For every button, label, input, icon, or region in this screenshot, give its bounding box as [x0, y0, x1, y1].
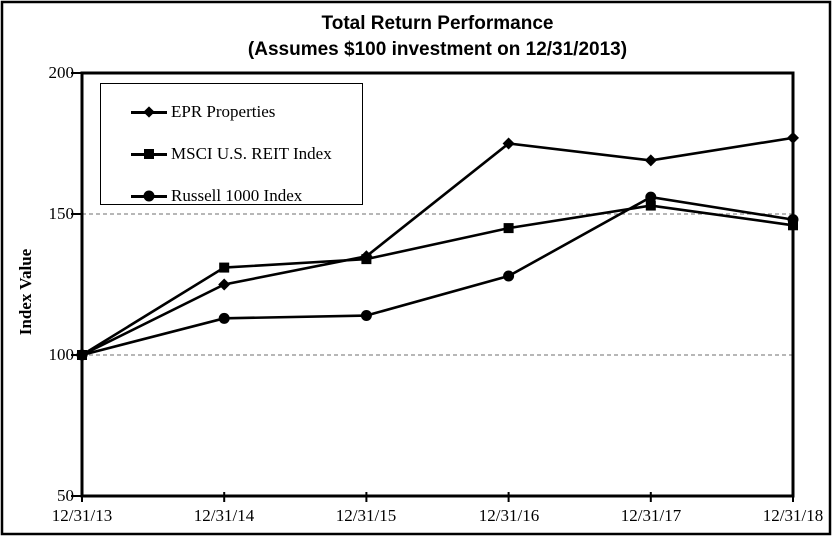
legend-label: EPR Properties — [171, 102, 276, 121]
y-tick-label-200: 200 — [48, 63, 75, 82]
y-tick-label-100: 100 — [48, 345, 75, 364]
square-marker-icon — [131, 148, 167, 161]
chart-subtitle: (Assumes $100 investment on 12/31/2013) — [247, 39, 628, 60]
circle-marker-icon — [131, 190, 167, 203]
y-tick-label-50: 50 — [57, 486, 74, 505]
legend: EPR Properties MSCI U.S. REIT Index Russ… — [100, 83, 363, 205]
legend-label: MSCI U.S. REIT Index — [171, 144, 332, 163]
y-tick-label-150: 150 — [48, 204, 75, 223]
x-tick-label-2013: 12/31/13 — [51, 506, 113, 525]
x-tick-label-2016: 12/31/16 — [478, 506, 540, 525]
x-tick-label-2014: 12/31/14 — [193, 506, 255, 525]
legend-item-epr: EPR Properties — [101, 91, 362, 133]
chart-title: Total Return Performance — [321, 13, 554, 34]
x-tick-label-2018: 12/31/18 — [762, 506, 824, 525]
diamond-marker-icon — [131, 106, 167, 119]
legend-item-russell: Russell 1000 Index — [101, 175, 362, 217]
legend-item-msci: MSCI U.S. REIT Index — [101, 133, 362, 175]
legend-label: Russell 1000 Index — [171, 186, 303, 205]
x-tick-label-2015: 12/31/15 — [335, 506, 397, 525]
x-tick-label-2017: 12/31/17 — [620, 506, 682, 525]
